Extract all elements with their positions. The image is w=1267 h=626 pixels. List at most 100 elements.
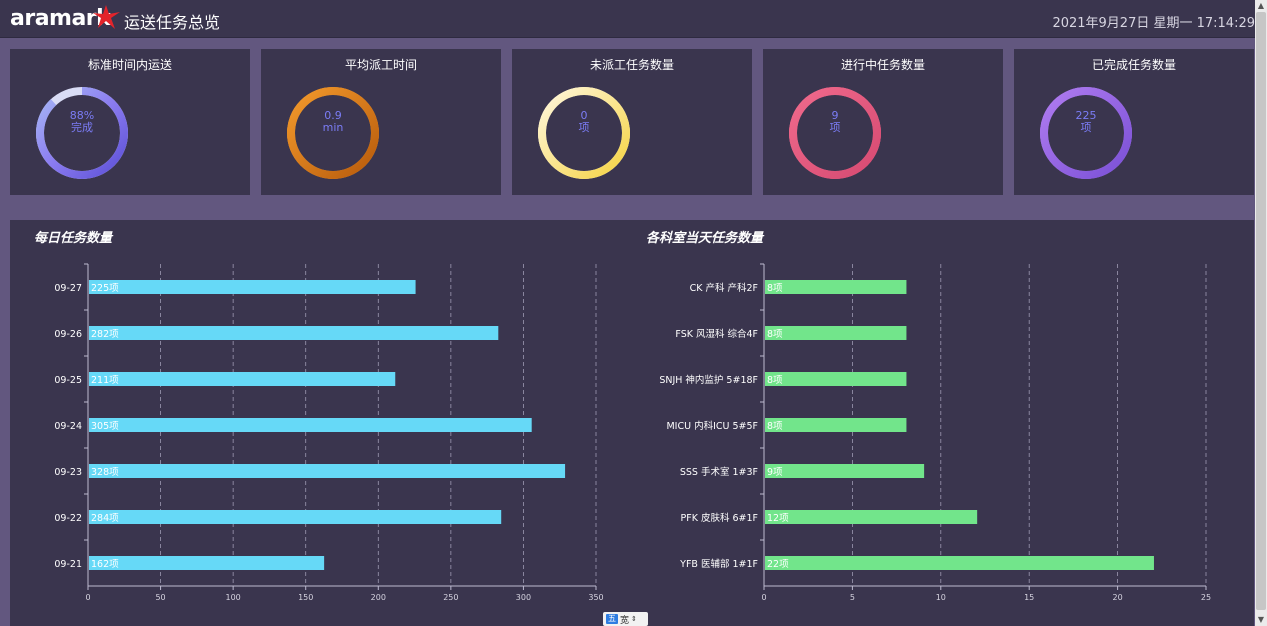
x-tick-label: 350 [588, 593, 603, 602]
kpi-unit: 项 [578, 121, 590, 134]
scroll-up-icon[interactable]: ▲ [1257, 1, 1265, 10]
bar [765, 280, 907, 294]
bar-value-label: 305项 [91, 421, 119, 432]
kpi-number: 0 [580, 109, 588, 122]
bar [765, 510, 978, 524]
bar-value-label: 225项 [91, 283, 119, 294]
ring-progress [1040, 87, 1132, 179]
bar [89, 510, 502, 524]
datetime-display: 2021年9月27日 星期一 17:14:29 [1052, 16, 1255, 31]
top-header: aramark 运送任务总览 2021年9月27日 星期一 17:14:29 [0, 0, 1255, 38]
category-label: CK 产科 产科2F [690, 282, 758, 294]
kpi-card-in-progress: 进行中任务数量 9 项 [763, 49, 1003, 195]
bar-value-label: 282项 [91, 329, 119, 340]
category-label: MICU 内科ICU 5#5F [666, 420, 758, 432]
page-title: 运送任务总览 [124, 13, 221, 32]
bar [89, 372, 396, 386]
category-label: PFK 皮肤科 6#1F [681, 512, 758, 524]
kpi-value: 0.9 min [285, 110, 381, 134]
category-label: YFB 医辅部 1#1F [679, 558, 758, 570]
progress-ring-icon [36, 87, 128, 179]
x-tick-label: 20 [1113, 593, 1123, 602]
kpi-title: 进行中任务数量 [840, 58, 925, 72]
bar [765, 464, 925, 478]
kpi-card-completed: 已完成任务数量 225 项 [1014, 49, 1254, 195]
x-tick-label: 0 [85, 593, 90, 602]
progress-ring-icon [789, 87, 881, 179]
progress-ring-icon [287, 87, 379, 179]
kpi-number: 9 [831, 109, 839, 122]
x-tick-label: 250 [443, 593, 458, 602]
bar-value-label: 284项 [91, 513, 119, 524]
scrollbar-thumb[interactable] [1256, 12, 1266, 610]
kpi-title: 平均派工时间 [344, 58, 417, 72]
kpi-title: 标准时间内运送 [87, 58, 172, 72]
category-label: 09-27 [54, 283, 82, 294]
x-tick-label: 15 [1024, 593, 1034, 602]
pager-badge: 五 [606, 614, 618, 624]
kpi-number: 0.9 [324, 109, 342, 122]
kpi-card-undispatched: 未派工任务数量 0 项 [512, 49, 752, 195]
bar-value-label: 8项 [767, 421, 783, 432]
category-label: 09-23 [54, 467, 82, 478]
category-label: SNJH 神内监护 5#18F [659, 374, 758, 386]
daily-chart-title: 每日任务数量 [34, 231, 113, 246]
bar [89, 326, 499, 340]
kpi-unit: 项 [829, 121, 841, 134]
bar-value-label: 211项 [91, 375, 119, 386]
bar-value-label: 328项 [91, 467, 119, 478]
kpi-title: 未派工任务数量 [589, 58, 674, 72]
ring-progress [36, 87, 128, 179]
kpi-unit: 项 [1080, 121, 1092, 134]
category-label: 09-25 [54, 375, 82, 386]
bar-value-label: 8项 [767, 329, 783, 340]
ring-progress [789, 87, 881, 179]
x-tick-label: 5 [850, 593, 855, 602]
scroll-down-icon[interactable]: ▼ [1257, 615, 1265, 624]
ring-progress [538, 87, 630, 179]
bar-value-label: 162项 [91, 559, 119, 570]
bar [765, 372, 907, 386]
category-label: 09-21 [54, 559, 82, 570]
x-tick-label: 50 [155, 593, 165, 602]
bar-value-label: 8项 [767, 375, 783, 386]
kpi-number: 88% [69, 109, 95, 122]
charts-panel: 每日任务数量 各科室当天任务数量 0 50 100 150 200 250 300 350 22… [10, 220, 1254, 626]
department-chart-title: 各科室当天任务数量 [646, 231, 764, 246]
x-tick-label: 0 [761, 593, 766, 602]
category-label: SSS 手术室 1#3F [680, 466, 758, 478]
kpi-card-dispatch-time: 平均派工时间 0.9 min [261, 49, 501, 195]
category-label: 09-24 [54, 421, 82, 432]
kpi-card-ontime: 标准时间内运送 88% 完成 [10, 49, 250, 195]
vertical-scrollbar[interactable]: ▲ ▼ [1255, 0, 1267, 626]
ring-progress [287, 87, 379, 179]
kpi-value: 0 项 [536, 110, 632, 134]
progress-ring-icon [538, 87, 630, 179]
kpi-number: 225 [1075, 109, 1097, 122]
bar [765, 418, 907, 432]
bar-value-label: 22项 [767, 559, 789, 570]
bar-value-label: 8项 [767, 283, 783, 294]
bar [89, 280, 416, 294]
kpi-unit: min [322, 121, 344, 134]
bar-value-label: 12项 [767, 513, 789, 524]
daily-tasks-bar-chart: 0 50 100 150 200 250 300 350 225项 09-27 282项 09-26 2… [54, 263, 604, 602]
category-label: 09-22 [54, 513, 82, 524]
x-tick-label: 100 [226, 593, 241, 602]
category-label: FSK 风湿科 综合4F [675, 328, 758, 340]
bar [765, 326, 907, 340]
kpi-unit: 完成 [71, 121, 93, 134]
bar-value-label: 9项 [767, 467, 783, 478]
bar [765, 556, 1154, 570]
kpi-title: 已完成任务数量 [1091, 58, 1176, 72]
pager-label: 宽 [620, 615, 630, 626]
bar [89, 464, 566, 478]
department-tasks-bar-chart: 0 5 10 15 20 25 8项 CK 产科 产科2F 8项 FSK 风湿科 综合4F 8项 SN… [659, 263, 1211, 602]
category-label: 09-26 [54, 329, 82, 340]
kpi-value: 88% 完成 [34, 110, 130, 134]
x-tick-label: 10 [936, 593, 946, 602]
page-switcher[interactable]: 五 宽 ⇕ [603, 612, 648, 626]
kpi-value: 9 项 [787, 110, 883, 134]
bar [89, 418, 532, 432]
bar [89, 556, 325, 570]
